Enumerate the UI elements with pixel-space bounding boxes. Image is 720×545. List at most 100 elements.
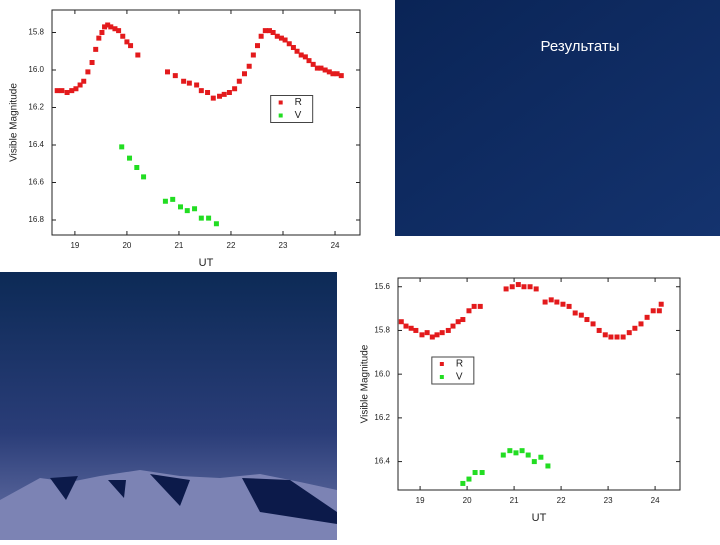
data-point (266, 28, 272, 34)
data-point (128, 43, 134, 49)
data-point (330, 71, 336, 77)
data-point (59, 88, 65, 94)
x-tick-label: 23 (604, 496, 613, 505)
data-point (455, 319, 461, 325)
data-point (198, 215, 204, 221)
data-point (398, 319, 404, 325)
data-point (338, 73, 344, 79)
x-tick-label: 24 (651, 496, 660, 505)
data-point (408, 325, 414, 331)
data-point (632, 325, 638, 331)
data-point (236, 78, 242, 84)
data-point (515, 282, 521, 288)
chart-background (360, 270, 690, 532)
data-point (162, 198, 168, 204)
y-tick-label: 15.6 (374, 282, 390, 291)
data-point (306, 58, 312, 64)
x-tick-label: 21 (174, 241, 183, 250)
data-point (69, 88, 75, 94)
data-point (102, 24, 108, 30)
data-point (290, 45, 296, 50)
data-point (477, 303, 483, 309)
data-point (590, 321, 596, 327)
mountain-image (0, 272, 337, 540)
data-point (322, 67, 328, 73)
data-point (584, 317, 590, 323)
plot-frame (51, 9, 361, 236)
data-point (658, 301, 664, 307)
data-point (270, 30, 276, 35)
data-point (226, 90, 232, 95)
data-point (282, 37, 288, 43)
data-point (141, 174, 147, 180)
data-point (186, 80, 192, 86)
legend-marker (278, 100, 283, 105)
data-point (112, 26, 118, 32)
data-point (572, 310, 578, 316)
data-point (521, 284, 527, 290)
data-point (466, 476, 472, 482)
y-tick-label: 16.2 (28, 103, 44, 112)
legend-marker (278, 113, 283, 118)
data-point (460, 480, 466, 486)
data-point (124, 39, 130, 45)
data-point (334, 71, 340, 77)
data-point (135, 52, 141, 58)
data-point (217, 93, 223, 99)
y-tick-label: 16.6 (28, 178, 44, 187)
data-point (232, 86, 238, 92)
data-point (294, 48, 300, 54)
x-tick-label: 22 (227, 241, 236, 250)
y-axis-label: Visible Magnitude (360, 344, 371, 423)
data-point (242, 71, 247, 77)
data-point (602, 332, 608, 338)
legend-marker (439, 375, 444, 379)
data-point (471, 303, 477, 309)
data-point (424, 330, 430, 336)
data-point (533, 286, 539, 292)
data-point (258, 33, 264, 39)
x-tick-label: 24 (331, 241, 340, 250)
data-point (578, 312, 584, 318)
data-point (221, 91, 227, 97)
x-tick-label: 23 (279, 241, 288, 250)
data-point (54, 88, 60, 94)
legend-label: R (295, 97, 302, 108)
data-point (198, 88, 204, 94)
plot-frame (397, 277, 681, 491)
data-point (302, 54, 308, 60)
legend-label: R (456, 359, 463, 370)
data-point (64, 90, 70, 95)
legend-label: V (456, 372, 463, 383)
data-point (450, 323, 456, 329)
data-point (429, 334, 435, 340)
y-tick-label: 16.2 (374, 413, 390, 422)
data-point (96, 35, 102, 41)
data-point (318, 65, 324, 71)
data-point (500, 452, 506, 458)
data-point (93, 46, 99, 52)
data-point (127, 155, 133, 161)
y-tick-label: 16.4 (374, 457, 390, 466)
data-point (620, 334, 626, 340)
data-point (466, 308, 472, 314)
data-point (644, 314, 650, 320)
x-tick-label: 22 (557, 496, 566, 505)
data-point (89, 60, 95, 65)
data-point (81, 78, 87, 84)
y-axis-label: Visible Magnitude (9, 83, 20, 162)
data-point (116, 28, 122, 34)
chart-background (0, 0, 362, 270)
y-tick-label: 15.8 (28, 28, 44, 37)
data-point (419, 332, 425, 338)
data-point (210, 95, 216, 101)
data-point (413, 327, 419, 333)
data-point (434, 332, 440, 338)
data-point (172, 73, 178, 79)
data-point (566, 303, 572, 309)
data-point (314, 65, 320, 71)
data-point (596, 327, 602, 333)
data-point (326, 69, 332, 75)
data-point (108, 24, 114, 30)
